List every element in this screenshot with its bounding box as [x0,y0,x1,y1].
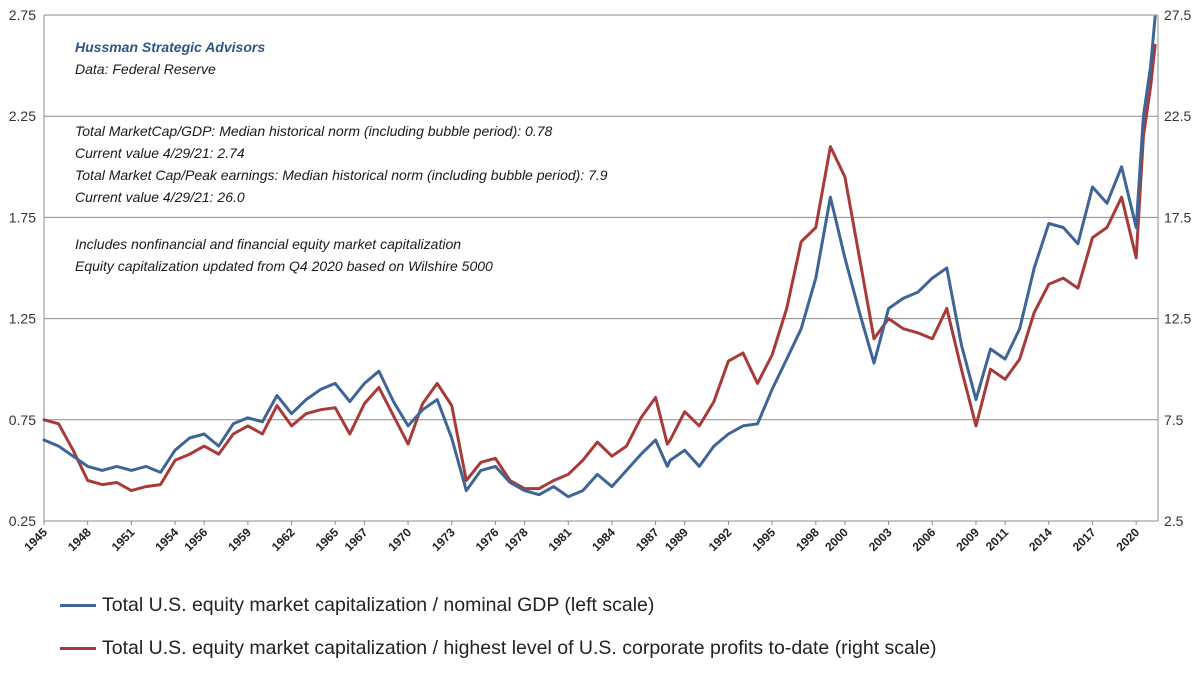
right-axis-ticks: 2.5 7.5 12.5 17.5 22.5 27.5 [1164,7,1191,529]
x-axis-ticks: 1945 1948 1951 1954 1956 1959 1962 1965 1967 1970… [21,521,1143,554]
legend-swatch-profits [60,647,96,650]
x-tick-label: 2011 [983,525,1012,554]
x-tick-label: 1995 [749,525,778,554]
x-tick-label: 2017 [1070,525,1099,554]
x-tick-label: 2000 [822,525,851,554]
right-tick-label: 7.5 [1164,412,1184,428]
left-tick-label: 2.75 [9,7,36,23]
x-tick-label: 1962 [269,525,298,554]
source-annotation: Data: Federal Reserve [75,61,216,77]
annotation-line-6: Equity capitalization updated from Q4 20… [75,258,493,274]
x-tick-label: 2003 [866,525,895,554]
x-tick-label: 1987 [633,525,662,554]
left-axis-ticks: 0.25 0.75 1.25 1.75 2.25 2.75 [9,7,36,529]
x-tick-label: 1978 [502,525,531,554]
x-tick-label: 1956 [182,525,211,554]
series-line-gdp [42,15,1157,499]
left-tick-label: 1.25 [9,311,36,327]
legend-entry-profits: Total U.S. equity market capitalization … [60,637,937,660]
gridlines [43,14,1159,522]
right-tick-label: 17.5 [1164,209,1191,225]
brand-annotation: Hussman Strategic Advisors [75,39,265,55]
left-tick-label: 0.75 [9,412,36,428]
x-tick-label: 1981 [546,525,575,554]
annotation-line-4: Current value 4/29/21: 26.0 [75,189,245,205]
x-tick-label: 1945 [21,525,50,554]
x-tick-label: 1970 [385,525,414,554]
x-tick-label: 1951 [109,525,138,554]
left-tick-label: 0.25 [9,513,36,529]
annotation-line-5: Includes nonfinancial and financial equi… [75,236,461,252]
x-tick-label: 2009 [953,525,982,554]
x-tick-label: 2020 [1113,525,1142,554]
x-tick-label: 1965 [313,525,342,554]
x-tick-label: 1992 [706,525,735,554]
legend-label-gdp: Total U.S. equity market capitalization … [102,594,655,616]
legend-entry-gdp: Total U.S. equity market capitalization … [60,594,654,617]
right-tick-label: 2.5 [1164,513,1184,529]
x-tick-label: 1984 [589,525,618,554]
x-tick-label: 1976 [473,525,502,554]
annotation-line-3: Total Market Cap/Peak earnings: Median h… [75,167,608,183]
x-tick-label: 1959 [225,525,254,554]
x-tick-label: 1973 [429,525,458,554]
annotation-line-1: Total MarketCap/GDP: Median historical n… [75,123,552,139]
x-tick-label: 1967 [342,525,371,554]
x-tick-label: 1989 [662,525,691,554]
legend-label-profits: Total U.S. equity market capitalization … [102,637,937,659]
x-tick-label: 2006 [910,525,939,554]
x-tick-label: 1954 [152,525,181,554]
series-line-profits [42,43,1157,493]
right-tick-label: 27.5 [1164,7,1191,23]
left-tick-label: 2.25 [9,108,36,124]
annotations: Hussman Strategic Advisors Data: Federal… [75,39,608,274]
x-tick-label: 1998 [793,525,822,554]
annotation-line-2: Current value 4/29/21: 2.74 [75,145,245,161]
series-lines [42,15,1157,499]
legend-swatch-gdp [60,604,96,607]
left-tick-label: 1.75 [9,209,36,225]
right-tick-label: 22.5 [1164,108,1191,124]
x-tick-label: 2014 [1026,525,1055,554]
right-tick-label: 12.5 [1164,311,1191,327]
x-tick-label: 1948 [65,525,94,554]
